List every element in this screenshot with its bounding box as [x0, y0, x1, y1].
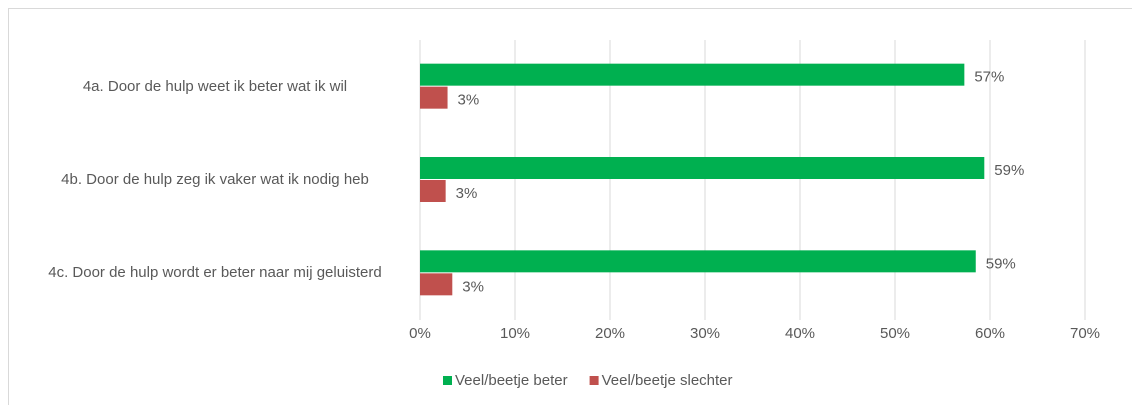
data-label: 59%: [994, 162, 1024, 179]
bar: [420, 180, 446, 202]
legend-label: Veel/beetje slechter: [602, 372, 733, 389]
data-label: 3%: [462, 278, 484, 295]
data-label: 59%: [986, 255, 1016, 272]
x-tick-label: 20%: [595, 325, 625, 342]
legend-label: Veel/beetje beter: [455, 372, 568, 389]
data-label: 3%: [456, 185, 478, 202]
x-tick-label: 0%: [409, 325, 431, 342]
chart-border: [8, 8, 1132, 405]
category-label-box: 4a. Door de hulp weet ik beter wat ik wi…: [82, 77, 348, 95]
data-label: 57%: [974, 69, 1004, 86]
x-tick-label: 60%: [975, 325, 1005, 342]
bar: [420, 86, 448, 109]
legend-swatch: [589, 376, 599, 385]
x-tick-label: 10%: [500, 325, 530, 342]
bar: [420, 250, 976, 273]
legend-swatch: [443, 376, 452, 385]
category-label-box: 4c. Door de hulp wordt er beter naar mij…: [48, 264, 382, 282]
x-tick-label: 50%: [880, 325, 910, 342]
bar: [420, 273, 453, 296]
category-label-box: 4b. Door de hulp zeg ik vaker wat ik nod…: [61, 171, 369, 188]
y-tick-label: 4b. Door de hulp zeg ik vaker wat ik nod…: [61, 171, 369, 188]
y-tick-label: 4c. Door de hulp wordt er beter naar mij…: [48, 264, 382, 282]
x-tick-label: 70%: [1070, 325, 1100, 342]
y-tick-label: 4a. Door de hulp weet ik beter wat ik wi…: [82, 77, 348, 95]
data-label: 3%: [458, 92, 480, 109]
bar: [420, 63, 965, 86]
x-tick-label: 40%: [785, 325, 815, 342]
bar: [420, 157, 985, 179]
x-tick-label: 30%: [690, 325, 720, 342]
